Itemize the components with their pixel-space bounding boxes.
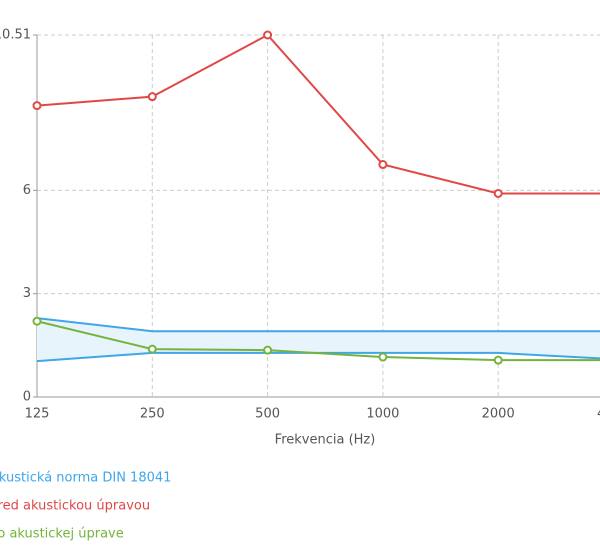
band-fill bbox=[37, 318, 600, 362]
x-tick-label: 2000 bbox=[482, 407, 515, 422]
y-tick-label: 0 bbox=[23, 390, 31, 405]
legend-label: Po akustickej úprave bbox=[0, 527, 124, 542]
x-tick-label: 250 bbox=[140, 407, 165, 422]
x-axis-label: Frekvencia (Hz) bbox=[275, 433, 376, 448]
x-tick-label: 1000 bbox=[366, 407, 399, 422]
series-line bbox=[36, 320, 600, 362]
band-upper bbox=[36, 317, 600, 333]
point bbox=[32, 101, 42, 111]
point bbox=[147, 92, 157, 102]
x-tick-label: 4000 bbox=[597, 407, 600, 422]
y-tick-label: 6 bbox=[23, 183, 31, 198]
x-tick-label: 500 bbox=[255, 407, 280, 422]
y-tick-label: 3 bbox=[23, 286, 31, 301]
legend-label: Pred akustickou úpravou bbox=[0, 499, 150, 514]
point bbox=[378, 160, 388, 170]
point bbox=[147, 344, 157, 354]
point bbox=[263, 345, 273, 355]
y-tick-label: 10.51 bbox=[0, 28, 31, 43]
x-tick-label: 125 bbox=[25, 407, 50, 422]
series-line bbox=[36, 33, 600, 195]
point bbox=[32, 316, 42, 326]
point bbox=[493, 188, 503, 198]
legend-label: Akustická norma DIN 18041 bbox=[0, 471, 171, 486]
point bbox=[493, 355, 503, 365]
point bbox=[378, 352, 388, 362]
point bbox=[263, 30, 273, 40]
